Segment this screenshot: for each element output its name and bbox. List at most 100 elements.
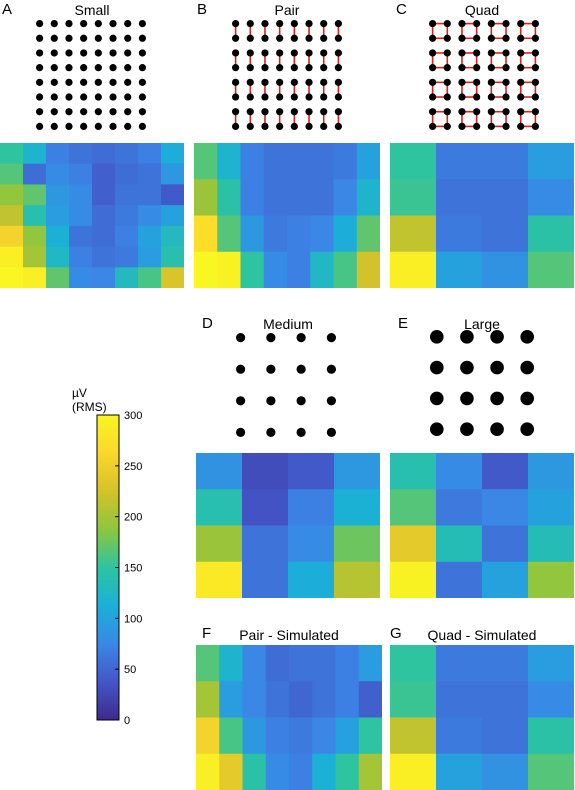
electrode-dot [80,122,88,130]
heatmap-cell [333,179,358,217]
electrode-dot [487,108,495,116]
electrode-dot [520,422,534,436]
heatmap-cell [358,645,382,682]
heatmap-cell [242,453,289,490]
heatmap-cell [263,215,288,253]
heatmap-cell [436,561,483,598]
heatmap-cell [196,489,243,527]
electrode-dot [246,78,254,86]
heatmap-cell [23,143,47,165]
electrode-dot [276,20,284,28]
heatmap-cell [310,215,335,253]
electrode-dot [430,330,444,344]
electrode-dot [65,93,73,101]
electrode-dot [266,396,276,406]
electrode-dot [50,108,58,116]
electrode-dot [65,64,73,72]
electrode-dot [296,333,306,343]
heatmap-cell [138,205,162,227]
electrode-link [431,110,449,128]
electrode-dot [517,64,525,72]
heatmap-cell [528,453,574,490]
heatmap-cell [482,489,529,527]
electrode-dot [65,20,73,28]
heatmap-cell [69,267,93,288]
electrode-dot [94,64,102,72]
electrode-dot [65,108,73,116]
panel-letter: D [202,315,213,332]
electrode-dot [266,427,276,437]
heatmap-cell [528,753,574,790]
heatmap-cell [358,717,382,755]
electrode-dot [326,333,336,343]
heatmap-cell [46,163,70,186]
electrode-link [519,81,537,98]
electrode-dot [443,122,451,130]
colorbar-tick-label: 100 [124,613,142,625]
electrode-dot [246,49,254,57]
electrode-dot [430,391,444,406]
electrode-dot [305,49,313,57]
electrode-dot [320,64,328,72]
heatmap-cell [482,681,529,719]
electrode-dot [487,78,495,86]
electrode-dot [334,49,342,57]
panel-letter: G [390,625,402,642]
heatmap-cell [289,753,313,790]
electrode-dot [502,49,510,57]
electrode-dot [443,64,451,72]
electrode-dot [429,78,437,86]
electrode-dot [124,34,132,42]
electrode-dot [305,64,313,72]
electrode-dot [94,93,102,101]
heatmap-cell [287,251,311,288]
electrode-dot [109,64,117,72]
heatmap-cell [289,717,313,755]
electrode-dot [460,360,474,375]
electrode-dot [290,93,298,101]
electrode-dot [429,93,437,101]
heatmap-cell [390,561,437,598]
heatmap-cell [219,645,244,682]
electrode-dot [305,122,313,130]
electrode-dot [276,49,284,57]
electrode-dot [429,49,437,57]
electrode-link [490,52,507,69]
heatmap-cell [390,179,437,217]
heatmap-cell [69,225,93,248]
heatmap-cell [436,645,483,682]
electrode-dot [458,78,466,86]
heatmap-cell [138,225,162,248]
heatmap-cell [265,753,290,790]
electrode-dot [429,108,437,116]
heatmap-cell [138,246,162,268]
electrode-dot [334,78,342,86]
electrode-dot [80,64,88,72]
electrode-dot [487,34,495,42]
heatmap-cell [0,143,24,165]
colorbar-tick-label: 250 [124,461,142,473]
heatmap-cell [528,561,574,598]
heatmap-cell [217,215,242,253]
electrode-dot [320,122,328,130]
electrode-dot [232,49,240,57]
panel-letter: E [398,315,409,332]
heatmap-cell [138,267,162,288]
heatmap-cell [482,645,529,682]
electrode-dot [473,78,481,86]
electrode-dot [36,64,44,72]
heatmap-cell [69,246,93,268]
electrode-dot [290,64,298,72]
electrode-dot [458,49,466,57]
electrode-dot [296,396,306,406]
electrode-dot [473,34,481,42]
electrode-dot [458,108,466,116]
heatmap-cell [333,251,358,288]
heatmap-cell [312,753,337,790]
heatmap-cell [115,163,139,186]
heatmap-cell [436,453,483,490]
heatmap-cell [287,215,311,253]
electrode-dot [460,391,474,406]
electrode-dot [138,122,146,130]
electrode-dot [65,78,73,86]
